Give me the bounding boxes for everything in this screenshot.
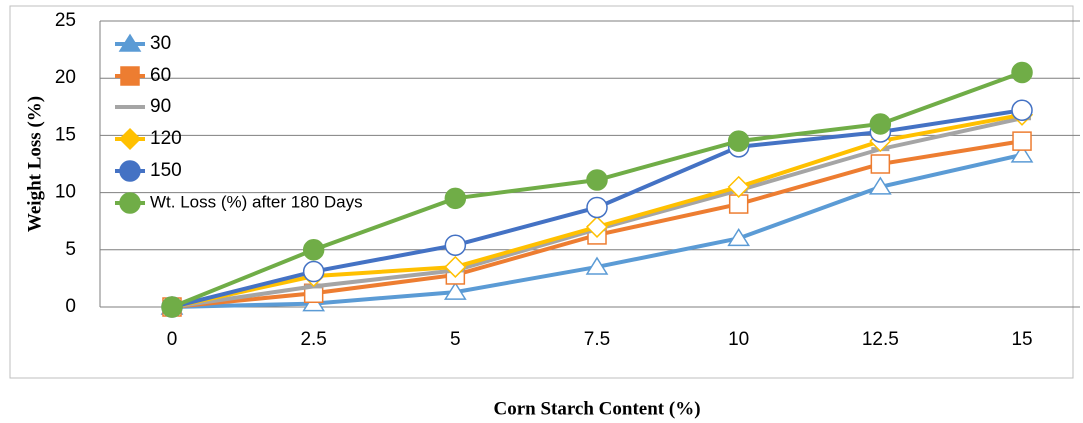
marker — [443, 281, 467, 300]
legend-label: Wt. Loss (%) after 180 Days — [150, 192, 363, 211]
legend-label: 90 — [150, 96, 171, 117]
legend-marker — [119, 192, 141, 214]
chart-frame — [9, 5, 1074, 379]
legend-label: 150 — [150, 160, 182, 181]
legend-marker — [120, 66, 140, 86]
marker — [586, 196, 608, 219]
legend-label: 120 — [150, 128, 182, 149]
marker — [869, 113, 892, 135]
y-axis-title: Weight Loss (%) — [24, 96, 45, 232]
legend-marker — [119, 160, 141, 182]
x-tick-label: 2.5 — [300, 329, 326, 350]
x-tick-label: 15 — [1011, 329, 1032, 350]
x-tick-label: 0 — [167, 329, 178, 350]
legend-marker — [118, 33, 142, 52]
marker — [302, 239, 325, 261]
marker — [586, 169, 608, 191]
marker — [585, 256, 609, 275]
marker — [868, 176, 892, 195]
marker — [727, 130, 750, 152]
marker — [585, 215, 609, 238]
y-tick-label: 0 — [65, 296, 76, 317]
marker — [161, 296, 183, 318]
y-tick-label: 10 — [55, 182, 76, 203]
marker — [727, 227, 751, 247]
y-tick-label: 20 — [55, 67, 76, 88]
x-tick-label: 12.5 — [862, 329, 899, 350]
x-tick-label: 5 — [450, 329, 461, 350]
marker — [444, 187, 467, 210]
marker — [870, 154, 891, 174]
marker — [727, 175, 750, 198]
legend-label: 30 — [150, 33, 171, 54]
marker — [1011, 99, 1033, 121]
legend-marker — [121, 105, 139, 109]
x-tick-label: 7.5 — [584, 329, 610, 350]
marker — [302, 260, 325, 283]
x-axis-title: Corn Starch Content (%) — [493, 398, 700, 419]
series — [161, 61, 1033, 318]
y-tick-label: 15 — [55, 124, 76, 145]
marker — [1010, 144, 1034, 163]
legend-marker — [118, 127, 142, 151]
y-tick-label: 25 — [55, 10, 76, 31]
marker — [444, 234, 467, 256]
marker — [1011, 61, 1033, 84]
legend-label: 60 — [150, 65, 171, 86]
marker — [1012, 131, 1032, 151]
y-tick-label: 5 — [65, 239, 76, 260]
x-tick-label: 10 — [728, 329, 749, 350]
marker — [444, 255, 467, 279]
